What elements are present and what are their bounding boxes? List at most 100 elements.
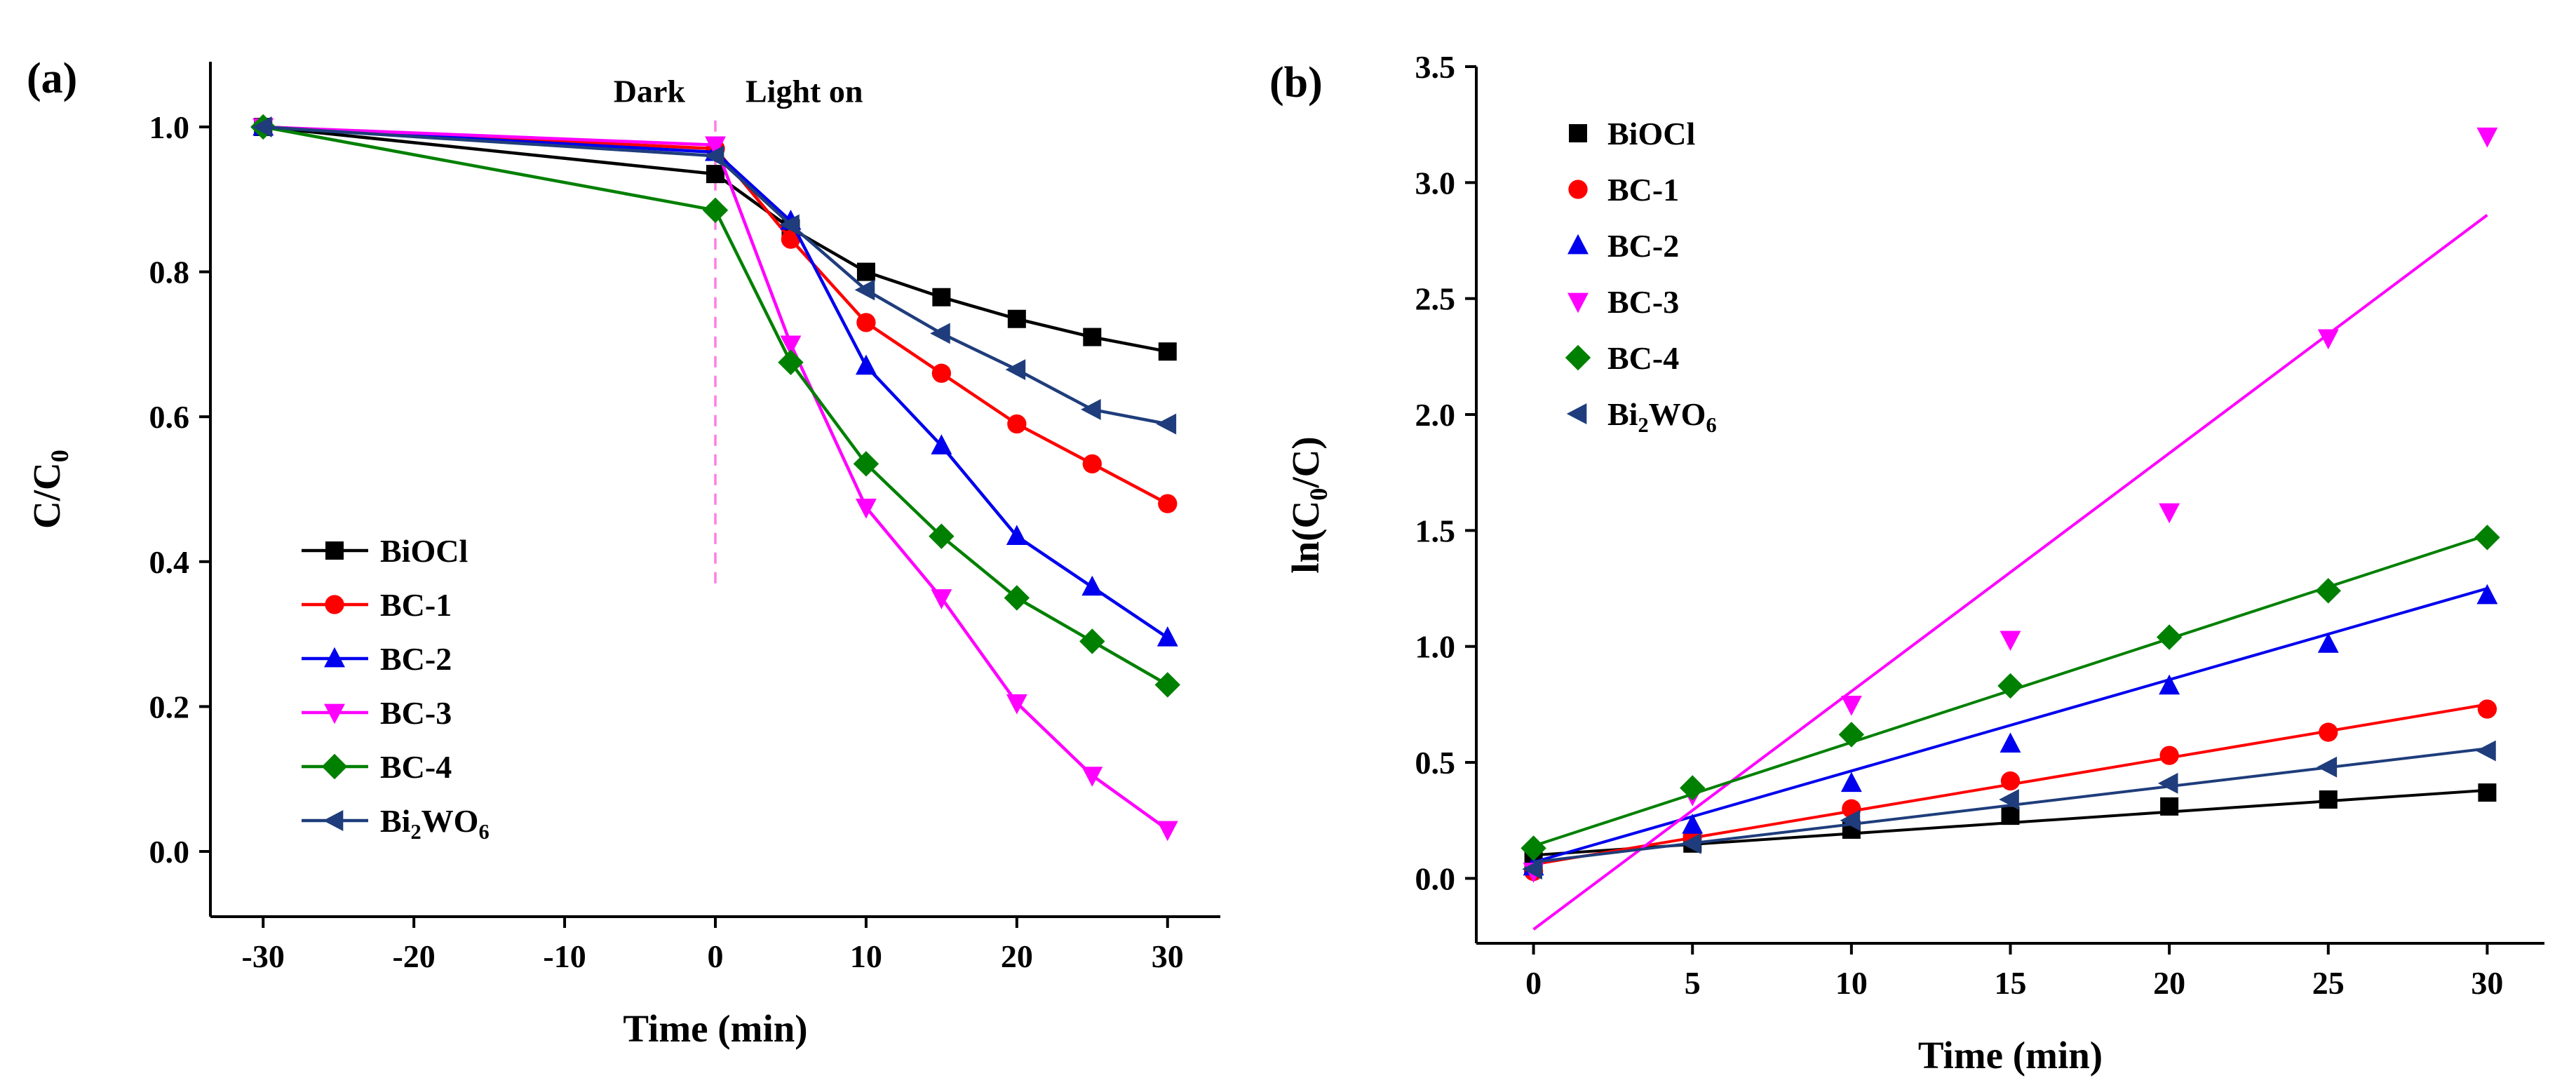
line-bc-3 [263, 125, 1169, 831]
marker-bi2wo6 [1156, 413, 1177, 435]
legend-item-bi2wo6: Bi2WO6 [1566, 396, 1717, 437]
y-tick-label: 0.2 [149, 689, 190, 724]
marker-biocl [1158, 342, 1177, 361]
line-biocl [262, 125, 1168, 353]
legend-label-bc-2: BC-2 [380, 641, 452, 677]
marker-bc-4 [2156, 624, 2183, 650]
x-tick-label: 20 [2153, 965, 2185, 1001]
marker-bc-2 [2000, 732, 2021, 753]
legend-item-biocl: BiOCl [1569, 116, 1695, 151]
marker-bc-2 [1156, 626, 1178, 647]
legend-label-bc-3: BC-3 [380, 695, 452, 731]
legend-label-bc-2: BC-2 [1607, 228, 1679, 264]
marker-bc-4 [1520, 835, 1546, 861]
marker-bc-3 [780, 335, 802, 356]
marker-bc-4 [702, 197, 729, 223]
marker-bi2wo6 [1005, 359, 1026, 380]
legend-label-bc-4: BC-4 [380, 749, 452, 785]
marker-bc-1 [2477, 699, 2497, 719]
marker-biocl [706, 165, 724, 184]
legend-marker-bc-3 [324, 703, 345, 724]
y-tick-label: 0.0 [1415, 861, 1456, 896]
marker-biocl [932, 288, 951, 306]
legend-label-biocl: BiOCl [380, 533, 468, 569]
marker-bc-1 [2000, 771, 2021, 791]
y-tick-label: 0.5 [1415, 745, 1456, 781]
legend-label-bi2wo6: Bi2WO6 [1607, 396, 1717, 437]
x-axis-title: Time (min) [1918, 1034, 2103, 1077]
annotation-dark: Dark [614, 73, 686, 109]
series-bi2wo6 [251, 116, 1177, 435]
marker-bi2wo6 [2476, 740, 2496, 762]
legend-marker-bi2wo6 [1566, 403, 1587, 424]
legend-marker-bc-1 [1568, 180, 1588, 199]
marker-bc-4 [1079, 628, 1105, 654]
marker-bc-3 [2159, 503, 2180, 524]
x-tick-label: 30 [1152, 938, 1184, 974]
y-tick-label: 0.0 [149, 834, 190, 870]
series-bc-4 [250, 114, 1180, 698]
legend-marker-bc-4 [321, 753, 348, 780]
legend-marker-bc-4 [1565, 344, 1591, 371]
marker-bi2wo6 [1680, 833, 1701, 854]
marker-bc-4 [1680, 775, 1706, 801]
marker-bc-1 [2159, 746, 2179, 765]
x-tick-label: -20 [392, 938, 435, 974]
legend-item-bc-2: BC-2 [1567, 228, 1679, 264]
marker-bc-3 [855, 498, 877, 519]
x-tick-label: 15 [1995, 965, 2027, 1001]
panel-b-chart: 0 5 10 15 20 25 30 0.0 0.5 1.0 1.5 2.0 2.5 3.0 3.5 Time… [1269, 49, 2544, 1077]
marker-bc-4 [853, 451, 879, 477]
legend-item-bc-4: BC-4 [1565, 340, 1679, 376]
legend-label-bc-1: BC-1 [1607, 172, 1679, 208]
marker-bc-1 [931, 363, 952, 383]
legend-label-bc-1: BC-1 [380, 587, 452, 623]
y-axis-title: ln(C0/C) [1284, 436, 1333, 573]
y-axis-title: C/C0 [25, 450, 74, 529]
marker-bi2wo6 [854, 279, 875, 301]
legend-marker-bc-2 [1567, 234, 1589, 255]
line-bi2wo6 [263, 125, 1168, 426]
y-tick-label: 0.6 [149, 399, 190, 435]
marker-bc-3 [1156, 821, 1178, 842]
legend-marker-bc-1 [325, 595, 344, 614]
legend-marker-biocl [1569, 124, 1587, 142]
y-tick-label: 1.0 [149, 109, 190, 145]
y-tick-label: 2.5 [1415, 281, 1456, 317]
marker-bi2wo6 [2317, 756, 2338, 778]
panel-label: (a) [27, 55, 77, 102]
marker-bi2wo6 [251, 116, 272, 137]
x-tick-label: -10 [543, 938, 586, 974]
y-tick-label: 3.5 [1415, 49, 1456, 85]
marker-bi2wo6 [1999, 789, 2019, 810]
x-tick-label: 20 [1001, 938, 1033, 974]
marker-bc-2 [2317, 633, 2339, 653]
marker-biocl [1007, 309, 1026, 328]
marker-bc-1 [1082, 454, 1102, 473]
panel-label: (b) [1269, 59, 1323, 107]
marker-bc-2 [2159, 674, 2180, 695]
x-tick-label: 0 [708, 938, 724, 974]
x-tick-label: 5 [1685, 965, 1701, 1001]
x-axis-title: Time (min) [623, 1007, 807, 1050]
y-tick-label: 2.0 [1415, 397, 1456, 433]
series-bc-4 [1520, 525, 2500, 861]
legend-item-bi2wo6: Bi2WO6 [302, 803, 490, 844]
line-bc-2 [263, 125, 1169, 640]
marker-biocl [2001, 807, 2020, 825]
marker-bi2wo6 [1081, 398, 1101, 420]
y-tick-label: 1.5 [1415, 513, 1456, 548]
marker-bc-3 [2317, 329, 2339, 350]
marker-bc-2 [1840, 771, 1862, 793]
marker-biocl [856, 262, 875, 281]
legend-marker-bi2wo6 [323, 810, 344, 831]
marker-bc-2 [1006, 525, 1027, 545]
x-tick-label: 10 [850, 938, 882, 974]
x-tick-label: -30 [242, 938, 285, 974]
marker-biocl [2160, 797, 2179, 816]
y-tick-label: 0.8 [149, 255, 190, 290]
y-tick-label: 3.0 [1415, 165, 1456, 201]
legend-marker-bc-3 [1567, 292, 1589, 314]
marker-bi2wo6 [1840, 809, 1861, 831]
